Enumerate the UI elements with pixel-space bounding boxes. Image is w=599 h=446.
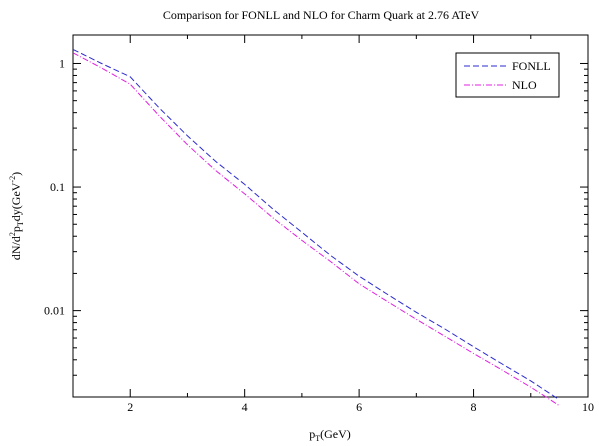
y-label-sup1: 2 [8, 232, 17, 236]
chart-title: Comparison for FONLL and NLO for Charm Q… [163, 8, 480, 22]
x-tick-label: 10 [582, 400, 594, 414]
y-label-mid2: dy(GeV [9, 182, 23, 221]
series-lines [72, 48, 560, 407]
x-tick-label: 6 [356, 400, 362, 414]
plot-frame [72, 34, 589, 398]
y-tick-label: 0.1 [50, 180, 65, 194]
x-tick-label: 8 [471, 400, 477, 414]
x-label-rest: (GeV) [320, 427, 351, 441]
x-tick-label: 2 [127, 400, 133, 414]
legend-box [455, 52, 560, 98]
y-label-sup2: -2 [8, 176, 17, 183]
x-axis-label: pT(GeV) [309, 427, 351, 443]
legend-label-nlo: NLO [512, 78, 537, 92]
series-line-nlo [72, 52, 560, 407]
y-label-mid1: p [9, 226, 23, 232]
legend: FONLL NLO [455, 52, 560, 98]
x-label-main: p [309, 427, 315, 441]
x-tick-label: 4 [242, 400, 248, 414]
y-tick-label: 1 [59, 56, 65, 70]
y-tick-label: 0.01 [44, 304, 65, 318]
y-label-main: dN/d [9, 236, 23, 260]
y-axis-label: dN/d2pTdy(GeV-2) [8, 172, 25, 260]
axis-ticks: 2 4 6 8 10 0.01 0.1 1 [44, 35, 594, 414]
y-label-sub1: T [16, 221, 25, 226]
series-line-fonll [72, 48, 560, 401]
x-label-sub: T [315, 434, 320, 443]
legend-label-fonll: FONLL [512, 59, 551, 73]
y-label-end: ) [9, 172, 23, 176]
